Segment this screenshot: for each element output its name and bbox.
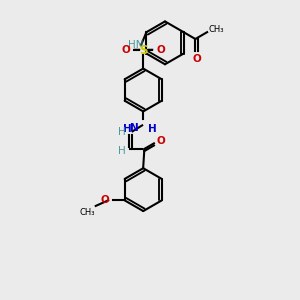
Text: S: S	[139, 44, 148, 57]
Text: H: H	[148, 124, 157, 134]
Text: HN: HN	[128, 40, 143, 50]
Text: CH₃: CH₃	[79, 208, 95, 217]
Text: O: O	[156, 45, 165, 56]
Text: CH₃: CH₃	[208, 25, 224, 34]
Text: H: H	[118, 146, 126, 156]
Text: O: O	[122, 45, 130, 56]
Text: O: O	[101, 195, 110, 206]
Text: H: H	[118, 127, 126, 137]
Text: O: O	[192, 54, 201, 64]
Text: N: N	[130, 123, 139, 133]
Text: H: H	[123, 124, 131, 134]
Text: O: O	[156, 136, 165, 146]
